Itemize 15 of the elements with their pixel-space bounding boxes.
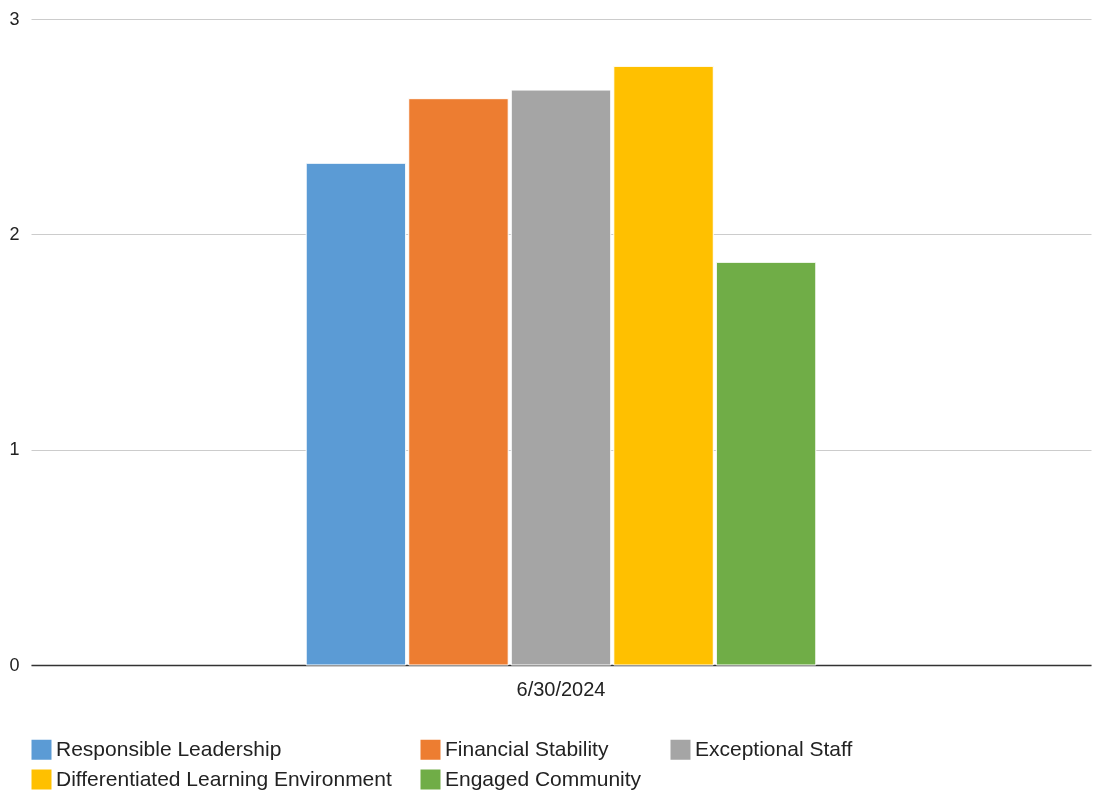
y-tick-label: 1 bbox=[9, 439, 20, 460]
y-tick-label: 0 bbox=[9, 654, 20, 675]
bar bbox=[305, 162, 407, 666]
bar bbox=[510, 89, 612, 666]
x-tick-label: 6/30/2024 bbox=[516, 677, 606, 700]
bar bbox=[715, 261, 817, 666]
legend-label: Engaged Community bbox=[445, 766, 642, 790]
y-tick-label: 3 bbox=[9, 8, 20, 29]
y-tick-label: 2 bbox=[9, 223, 20, 244]
bar bbox=[613, 65, 714, 666]
legend-label: Responsible Leadership bbox=[56, 736, 282, 760]
bar bbox=[408, 98, 509, 666]
legend-label: Financial Stability bbox=[445, 736, 609, 760]
legend-label: Differentiated Learning Environment bbox=[56, 766, 392, 790]
legend-label: Exceptional Staff bbox=[695, 736, 853, 760]
